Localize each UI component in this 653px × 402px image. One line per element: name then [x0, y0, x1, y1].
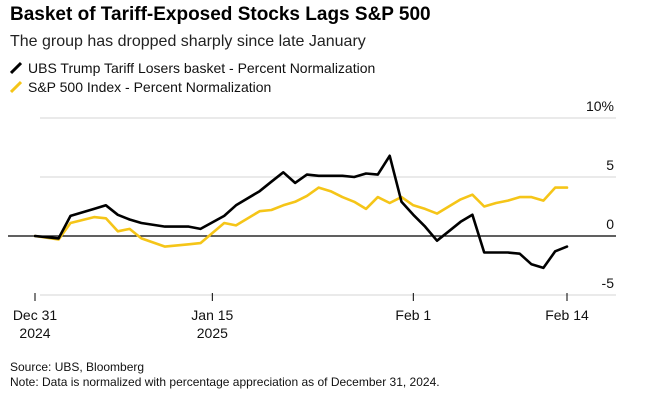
- legend: UBS Trump Tariff Losers basket - Percent…: [10, 58, 375, 96]
- y-tick-label: 0: [606, 216, 614, 232]
- legend-item-sp500: S&P 500 Index - Percent Normalization: [10, 77, 375, 96]
- x-tick-year-label: 2024: [19, 325, 50, 341]
- y-tick-label: 5: [606, 157, 614, 173]
- x-tick-label: Feb 14: [545, 307, 589, 323]
- legend-swatch-sp500: [10, 80, 22, 93]
- y-axis-labels: 10% 5 0 -5: [586, 98, 614, 291]
- series-line-tariff-losers: [33, 154, 569, 270]
- series: [33, 154, 569, 270]
- series-line-sp500: [33, 186, 569, 248]
- x-tick-label: Jan 15: [191, 307, 233, 323]
- data-note: Note: Data is normalized with percentage…: [10, 375, 440, 389]
- chart-subtitle: The group has dropped sharply since late…: [10, 33, 366, 50]
- x-tick-label: Dec 31: [13, 307, 58, 323]
- source-note: Source: UBS, Bloomberg: [10, 360, 145, 374]
- chart-title: Basket of Tariff-Exposed Stocks Lags S&P…: [10, 4, 431, 25]
- chart-footer: Source: UBS, Bloomberg Note: Data is nor…: [10, 360, 440, 390]
- x-tick-label: Feb 1: [395, 307, 431, 323]
- x-axis: Dec 31 2024 Jan 15 2025 Feb 1 Feb 14: [13, 293, 589, 341]
- y-tick-label: -5: [602, 275, 615, 291]
- legend-swatch-tariff-losers: [10, 61, 22, 74]
- y-tick-label: 10%: [586, 98, 614, 114]
- x-tick-year-label: 2025: [197, 325, 228, 341]
- legend-label-tariff-losers: UBS Trump Tariff Losers basket - Percent…: [28, 59, 376, 76]
- legend-item-tariff-losers: UBS Trump Tariff Losers basket - Percent…: [10, 58, 375, 77]
- legend-label-sp500: S&P 500 Index - Percent Normalization: [28, 78, 272, 95]
